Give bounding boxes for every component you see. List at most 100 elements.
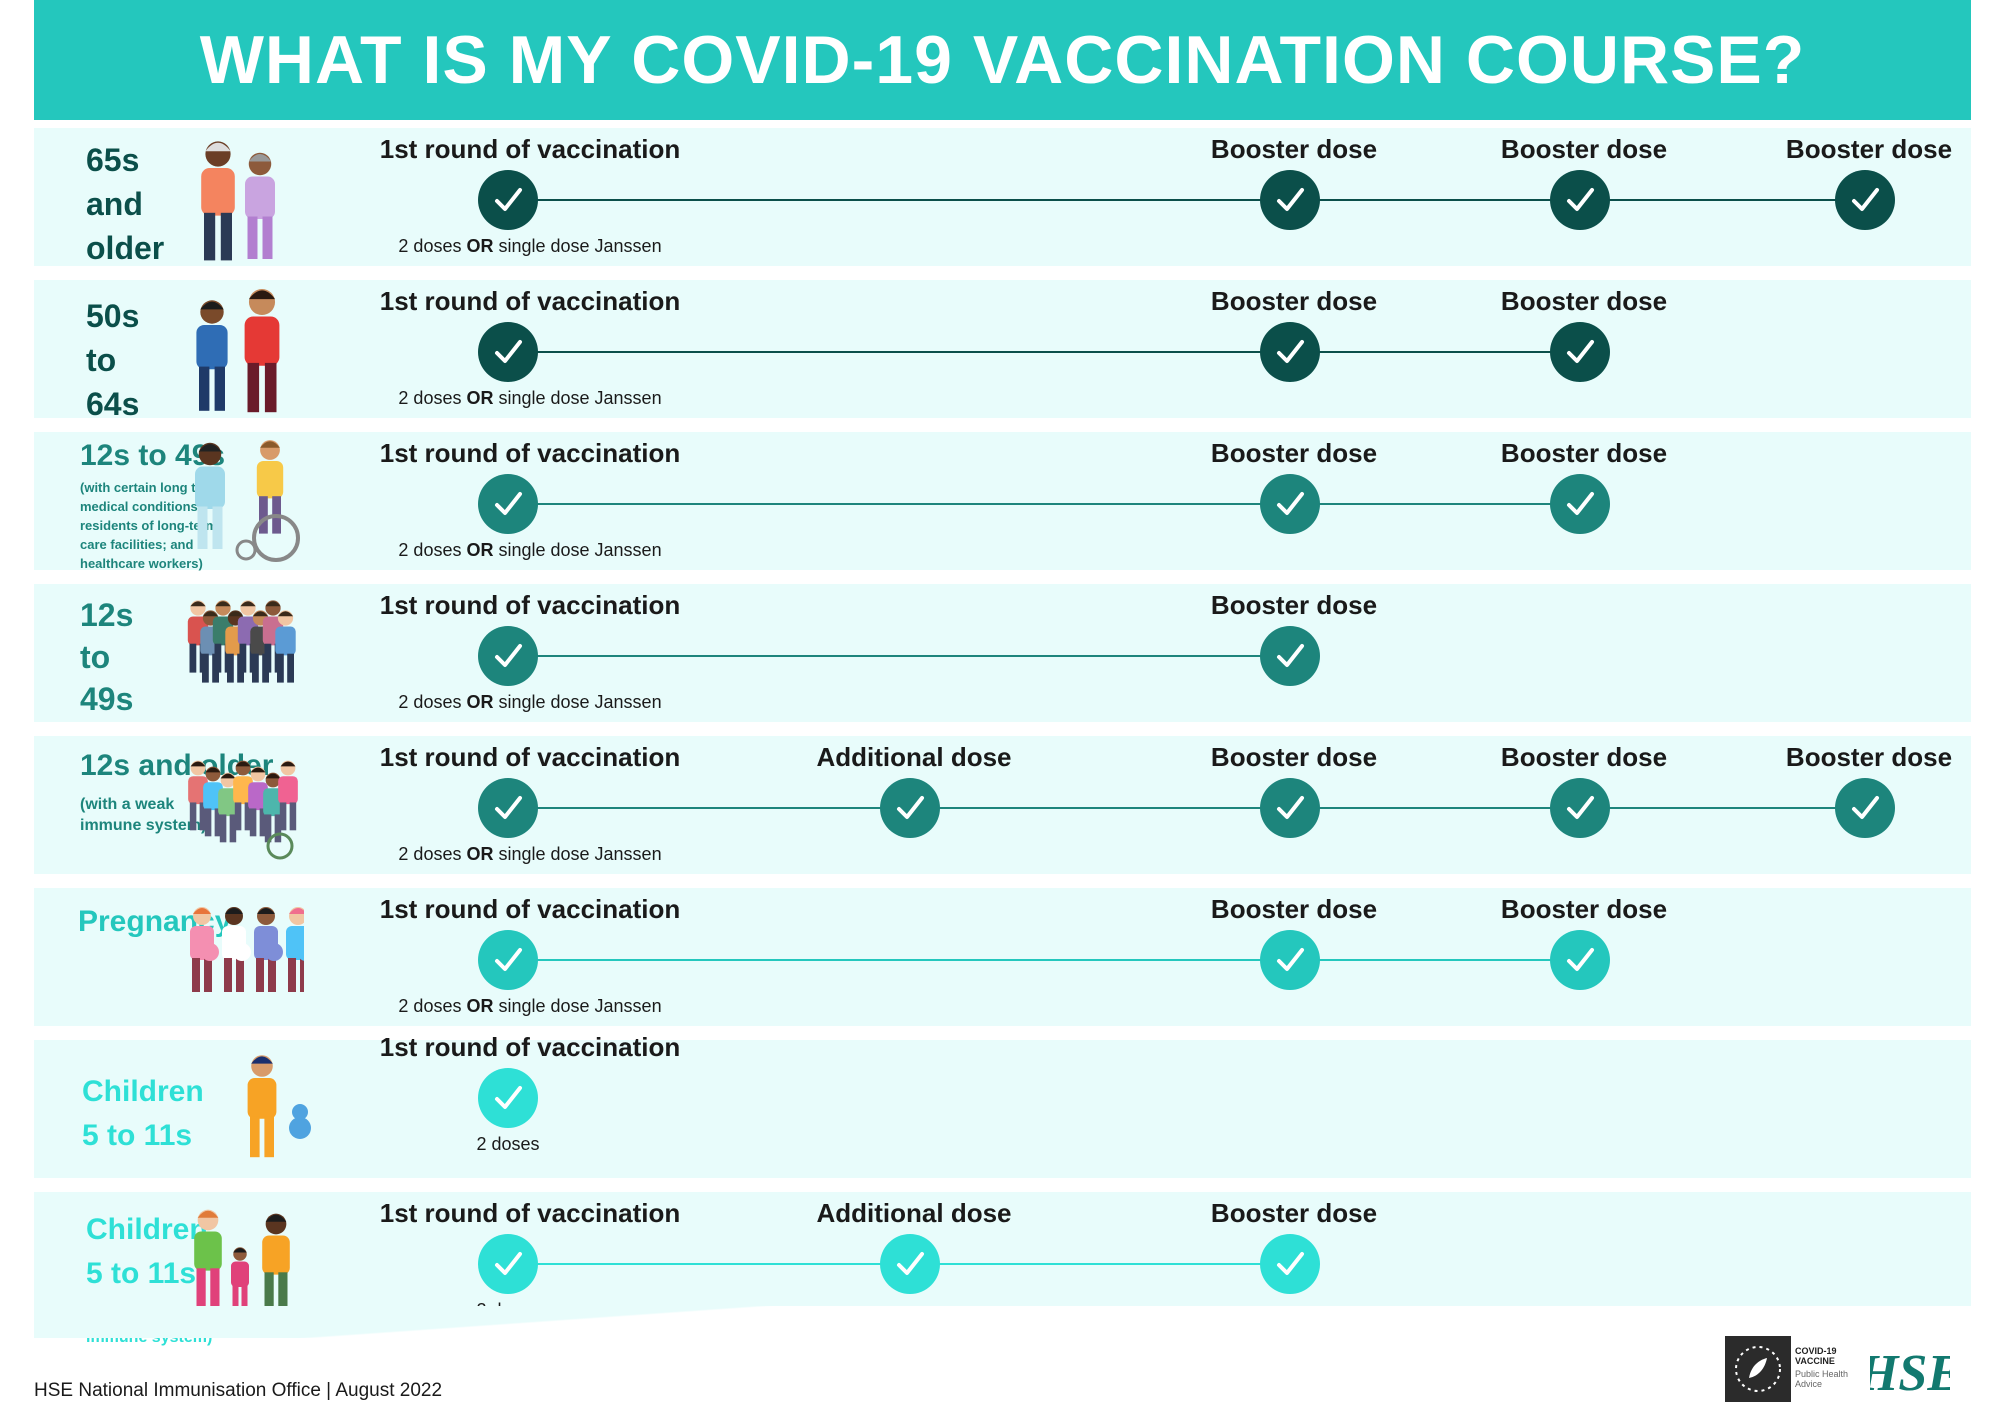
course-timeline-line — [508, 503, 1580, 505]
dose-checkmark-icon — [1835, 778, 1895, 838]
dose-label: Booster dose — [1500, 134, 1668, 164]
dose-note: 2 doses OR single dose Janssen — [398, 692, 661, 713]
dose-note-alt: single dose Janssen — [493, 540, 662, 560]
first-round-label: 1st round of vaccination — [379, 894, 681, 924]
course-row: 12s to 49s 1st round of vaccination 2 doses … — [34, 584, 1971, 722]
dose-note: 2 doses OR single dose Janssen — [398, 844, 661, 865]
dose-note-text: 2 doses — [476, 1134, 540, 1154]
dose-checkmark-icon — [1550, 322, 1610, 382]
dose-label: Booster dose — [1210, 438, 1378, 468]
course-row: Pregnancy 1st round of vaccination 2 doses… — [34, 888, 1971, 1026]
course-timeline-line — [508, 959, 1580, 961]
dose-checkmark-icon — [1260, 778, 1320, 838]
dose-label: Booster dose — [1210, 590, 1378, 620]
dose-note: 2 doses OR single dose Janssen — [398, 388, 661, 409]
first-round-label: 1st round of vaccination — [379, 1032, 681, 1062]
dose-note: 2 doses OR single dose Janssen — [398, 996, 661, 1017]
dose-note: 2 doses OR single dose Janssen — [398, 236, 661, 257]
row-label: 65s and older — [86, 138, 286, 270]
vaccine-logo-title: COVID-19 VACCINE — [1795, 1346, 1837, 1366]
dose-checkmark-icon — [478, 170, 538, 230]
illustration-medical — [184, 438, 304, 566]
row-label-line: Children — [82, 1075, 204, 1108]
row-label-note: (with a weak immune system) — [80, 796, 207, 834]
dose-label: Additional dose — [816, 742, 1012, 772]
dose-checkmark-icon — [1260, 322, 1320, 382]
dose-checkmark-icon — [478, 930, 538, 990]
dose-checkmark-icon — [478, 1068, 538, 1128]
footer-credit: HSE National Immunisation Office | Augus… — [34, 1380, 443, 1401]
hse-logo: HSE — [1857, 1340, 1962, 1402]
dose-note-text: 2 doses — [398, 236, 467, 256]
course-timeline-line — [508, 807, 1865, 809]
dose-checkmark-icon — [1260, 1234, 1320, 1294]
row-label-line: Children — [86, 1213, 208, 1246]
dose-checkmark-icon — [478, 322, 538, 382]
row-label: 50s to 64s — [86, 294, 286, 426]
dose-checkmark-icon — [478, 778, 538, 838]
dose-checkmark-icon — [1550, 474, 1610, 534]
row-label-line: 5 to 11s — [86, 1257, 197, 1290]
vaccine-logo-subtitle: Public Health Advice — [1795, 1369, 1849, 1389]
row-label-line: and — [86, 186, 143, 222]
dose-note-or: OR — [466, 996, 494, 1016]
dose-checkmark-icon — [880, 1234, 940, 1294]
dose-note-alt: single dose Janssen — [493, 996, 662, 1016]
course-row: 12s and older (with a weak immune system)… — [34, 736, 1971, 874]
row-label-line: 64s — [86, 386, 140, 422]
row-label-line: 49s — [80, 681, 134, 717]
dose-label: Additional dose — [816, 1198, 1012, 1228]
dose-label: Booster dose — [1785, 134, 1953, 164]
illustration-immune — [184, 742, 304, 870]
dose-checkmark-icon — [478, 474, 538, 534]
dose-note-text: 2 doses — [398, 996, 467, 1016]
course-timeline-line — [508, 655, 1290, 657]
dose-note-alt: single dose Janssen — [493, 388, 662, 408]
first-round-label: 1st round of vaccination — [379, 286, 681, 316]
dose-checkmark-icon — [1550, 930, 1610, 990]
illustration-pregnancy — [184, 894, 315, 1022]
dose-note-text: 2 doses — [398, 540, 467, 560]
dose-checkmark-icon — [880, 778, 940, 838]
vaccine-emblem-icon — [1725, 1336, 1791, 1402]
illustration-elderly — [184, 134, 304, 262]
page-header: WHAT IS MY COVID-19 VACCINATION COURSE? — [34, 0, 1971, 120]
row-label-line: 65s — [86, 142, 140, 178]
course-row: Children 5 to 11s 1st round of vaccination… — [34, 1032, 1971, 1178]
illustration-crowd — [184, 590, 304, 718]
illustration-child — [224, 1046, 344, 1174]
dose-checkmark-icon — [1550, 170, 1610, 230]
dose-note-or: OR — [466, 692, 494, 712]
course-row: 50s to 64s 1st round of vaccination 2 doses … — [34, 280, 1971, 422]
dose-note-text: 2 doses — [398, 388, 467, 408]
covid-vaccine-logo: COVID-19 VACCINE Public Health Advice — [1725, 1336, 1855, 1402]
row-label-note: (with certain long term medical conditio… — [80, 480, 220, 571]
dose-checkmark-icon — [1260, 930, 1320, 990]
dose-note-text: 2 doses — [398, 692, 467, 712]
first-round-label: 1st round of vaccination — [379, 590, 681, 620]
dose-label: Booster dose — [1500, 742, 1668, 772]
dose-label: Booster dose — [1500, 286, 1668, 316]
dose-label: Booster dose — [1210, 286, 1378, 316]
dose-note-alt: single dose Janssen — [493, 692, 662, 712]
course-row: 65s and older 1st round of vaccination 2 dos… — [34, 128, 1971, 266]
course-row: 12s to 49s (with certain long term medica… — [34, 432, 1971, 571]
row-label: Children 5 to 11s — [82, 1070, 282, 1158]
dose-note: 2 doses — [476, 1134, 539, 1155]
dose-note-or: OR — [466, 844, 494, 864]
dose-label: Booster dose — [1500, 438, 1668, 468]
dose-note-or: OR — [466, 236, 494, 256]
course-timeline-line — [508, 351, 1580, 353]
row-label-line: to — [86, 342, 117, 378]
page-title: WHAT IS MY COVID-19 VACCINATION COURSE? — [199, 22, 1806, 98]
dose-note-alt: single dose Janssen — [493, 844, 662, 864]
first-round-label: 1st round of vaccination — [379, 134, 681, 164]
dose-note-or: OR — [466, 540, 494, 560]
dose-checkmark-icon — [478, 1234, 538, 1294]
first-round-label: 1st round of vaccination — [379, 438, 681, 468]
bottom-band — [34, 1306, 1971, 1338]
dose-note-alt: single dose Janssen — [493, 236, 662, 256]
row-label: 12s to 49s — [80, 594, 280, 720]
dose-note-text: 2 doses — [398, 844, 467, 864]
row-label-line: 5 to 11s — [82, 1119, 193, 1152]
